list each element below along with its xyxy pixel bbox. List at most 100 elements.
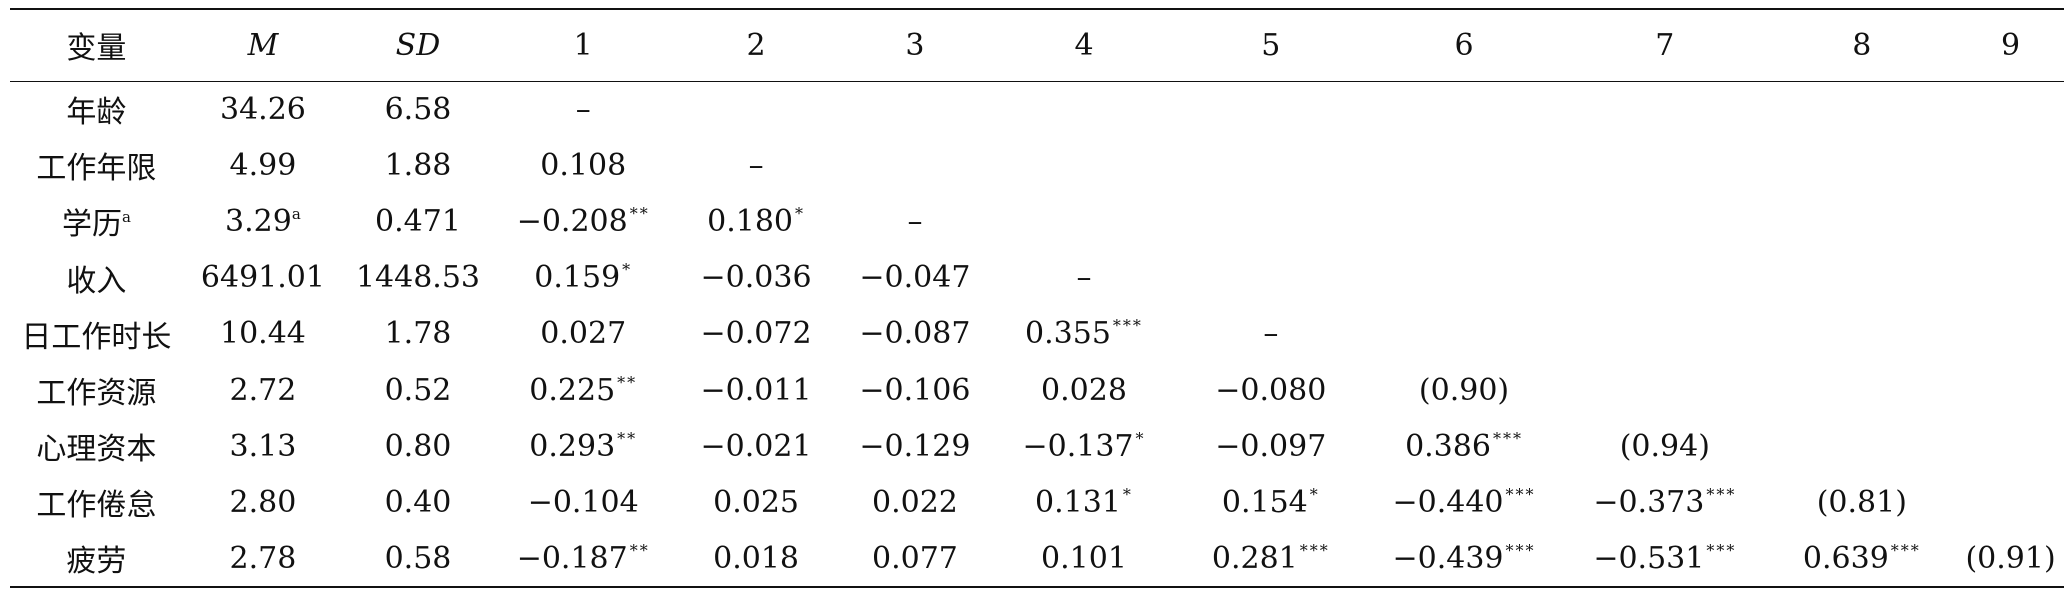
table-cell: (0.81) [1767, 474, 1958, 530]
cell-value: 工作资源 [36, 376, 157, 412]
table-cell: 0.52 [343, 362, 493, 418]
cell-value: 0.40 [384, 484, 452, 520]
significance-marker: * [795, 203, 806, 223]
table-cell: 0.159 * [493, 250, 673, 306]
cell-value: −0.439 [1392, 540, 1504, 576]
table-cell: 0.80 [343, 418, 493, 474]
table-cell: 0.225 ** [493, 362, 673, 418]
table-cell: −0.011 [673, 362, 838, 418]
table-cell: −0.021 [673, 418, 838, 474]
cell-value: 2.72 [229, 372, 297, 408]
table-cell: 4.99 [183, 137, 343, 193]
cell-value: −0.187 [516, 540, 628, 576]
table-cell: 6491.01 [183, 250, 343, 306]
cell-value: 34.26 [219, 91, 306, 127]
table-row: 疲劳 2.78 0.58 −0.187 ** 0.018 0.077 0.101 0.281 **… [10, 530, 2064, 588]
cell-value: – [1263, 316, 1279, 352]
table-cell: 0.028 [991, 362, 1177, 418]
row-variable-name: 工作倦怠 [10, 474, 183, 530]
table-cell [1563, 362, 1766, 418]
table-cell: 2.78 [182, 530, 343, 588]
cell-value: 6.58 [384, 91, 452, 127]
significance-marker: * [1122, 484, 1133, 504]
cell-value: 0.225 [529, 372, 616, 408]
table-cell: 0.180 * [673, 193, 838, 249]
cell-value: −0.011 [700, 372, 812, 408]
table-cell [1767, 81, 1958, 137]
cell-value: 疲劳 [66, 544, 127, 580]
header-col-4: 4 [991, 8, 1177, 82]
table-cell: 0.131 * [991, 474, 1177, 530]
significance-marker: *** [1299, 540, 1330, 560]
table-cell [1767, 137, 1958, 193]
cell-value: 6491.01 [200, 260, 325, 296]
significance-marker: *** [1706, 540, 1737, 560]
table-cell: 0.281 *** [1176, 530, 1365, 588]
cell-value: −0.080 [1215, 372, 1327, 408]
table-row: 心理资本 3.13 0.80 0.293 ** −0.021 −0.129 −0.137 * −0… [10, 418, 2064, 474]
table-row: 工作倦怠 2.80 0.40 −0.104 0.025 0.022 0.131 * 0.154 *… [10, 474, 2064, 530]
table-cell: −0.047 [839, 250, 992, 306]
table-cell [991, 137, 1177, 193]
cell-value: 0.386 [1405, 428, 1491, 464]
table-cell [991, 193, 1177, 249]
cell-value: 0.355 [1025, 316, 1111, 352]
significance-marker: ** [617, 428, 638, 448]
cell-value: −0.208 [516, 203, 628, 239]
cell-value: 0.52 [384, 372, 452, 408]
table-cell [1365, 306, 1563, 362]
table-cell [1957, 418, 2064, 474]
table-cell: 0.386 *** [1365, 418, 1563, 474]
table-row: 收入 6491.01 1448.53 0.159 * −0.036 −0.047 – [10, 250, 2064, 306]
table-cell [991, 81, 1177, 137]
cell-value: 0.108 [540, 147, 627, 183]
table-cell [1767, 250, 1958, 306]
significance-marker: * [622, 260, 633, 280]
table-cell: −0.104 [493, 474, 673, 530]
table-cell: −0.137 * [991, 418, 1177, 474]
table-cell: – [1177, 306, 1365, 362]
cell-value: −0.440 [1392, 484, 1504, 520]
cell-value: 0.025 [713, 484, 800, 520]
table-cell [1957, 306, 2064, 362]
header-col-3: 3 [838, 8, 992, 82]
header-col-8: 8 [1766, 8, 1958, 82]
row-variable-name: 年龄 [10, 81, 183, 137]
table-cell: 1448.53 [343, 250, 493, 306]
significance-marker: ** [629, 540, 650, 560]
table-cell: 0.018 [673, 530, 839, 588]
table-cell [1767, 362, 1958, 418]
table-cell: 3.13 [183, 418, 343, 474]
table-cell: 0.639 *** [1766, 530, 1958, 588]
table-cell [839, 137, 992, 193]
cell-value: – [907, 203, 923, 239]
significance-marker: *** [1505, 484, 1536, 504]
table-cell [1563, 81, 1766, 137]
table-row: 工作年限 4.99 1.88 0.108 – [10, 137, 2064, 193]
row-variable-name: 疲劳 [10, 530, 183, 588]
table-cell [1177, 81, 1365, 137]
row-variable-name: 收入 [10, 250, 183, 306]
cell-value: −0.106 [859, 372, 971, 408]
table-cell [1365, 193, 1563, 249]
cell-value: −0.104 [527, 484, 639, 520]
cell-value: 工作年限 [36, 151, 157, 187]
cell-value: 1.78 [384, 316, 452, 352]
row-variable-name: 日工作时长 [10, 306, 183, 362]
table-cell [1957, 193, 2064, 249]
table-cell: 0.022 [839, 474, 992, 530]
table-cell [1767, 193, 1958, 249]
cell-value: 0.018 [713, 540, 800, 576]
cell-value: 0.154 [1221, 484, 1308, 520]
table-cell [839, 81, 992, 137]
cell-value: 0.58 [384, 540, 452, 576]
cell-value: −0.097 [1215, 428, 1327, 464]
cell-value: −0.021 [700, 428, 812, 464]
table-cell [1365, 250, 1563, 306]
table-cell: −0.080 [1177, 362, 1365, 418]
cell-value: 0.293 [529, 428, 616, 464]
cell-value: −0.072 [700, 316, 812, 352]
table-cell: 0.108 [493, 137, 673, 193]
table-cell: −0.129 [839, 418, 992, 474]
table-cell: 0.293 ** [493, 418, 673, 474]
